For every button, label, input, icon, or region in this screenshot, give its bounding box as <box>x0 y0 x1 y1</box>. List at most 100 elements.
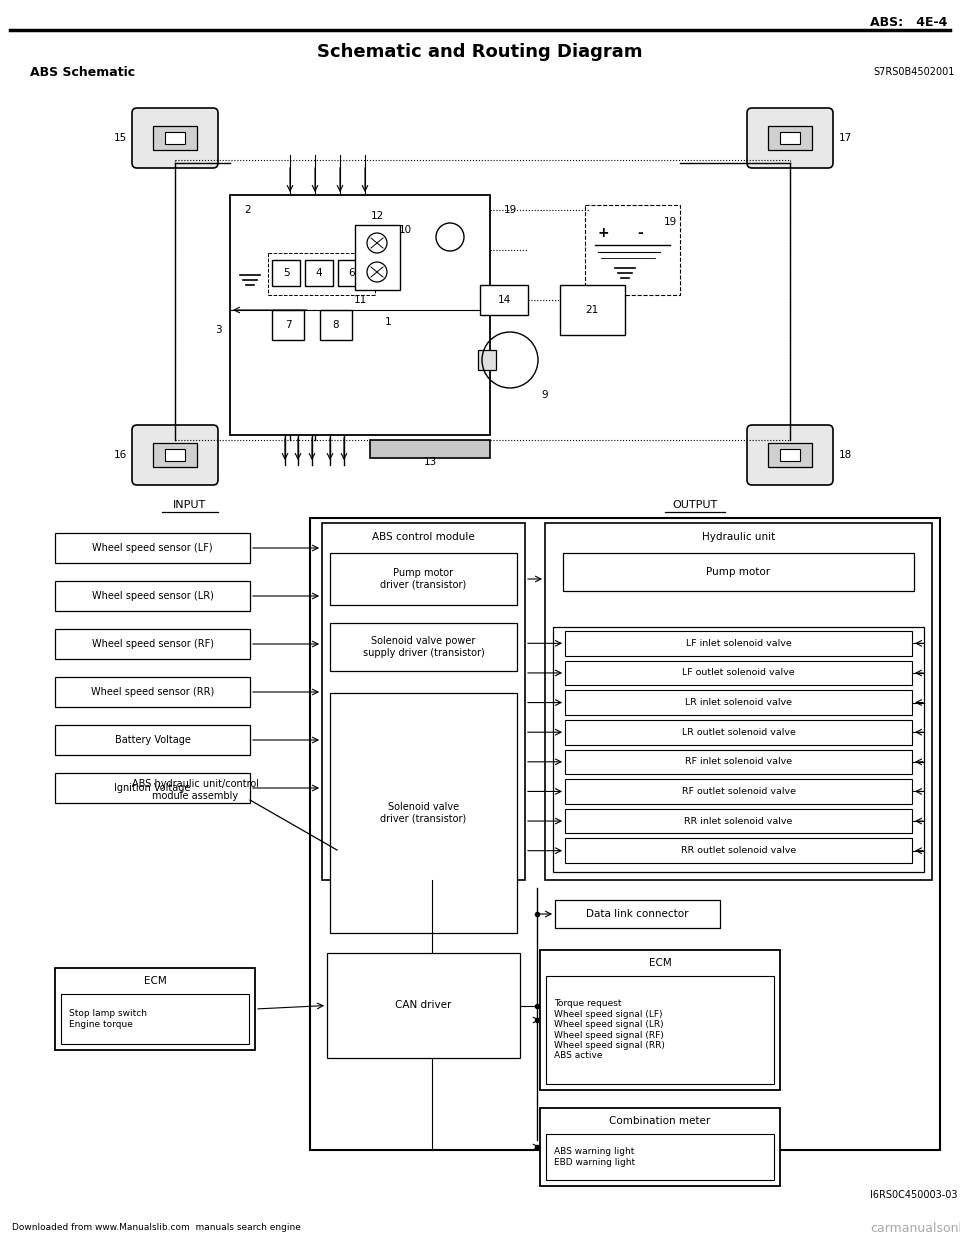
Text: Pump motor: Pump motor <box>707 568 771 578</box>
Text: Data link connector: Data link connector <box>587 909 688 919</box>
Text: Wheel speed sensor (LR): Wheel speed sensor (LR) <box>91 591 213 601</box>
Bar <box>370 440 490 458</box>
Bar <box>165 132 185 144</box>
Bar <box>540 1108 780 1186</box>
Text: Solenoid valve power
supply driver (transistor): Solenoid valve power supply driver (tran… <box>363 636 485 658</box>
Text: LR inlet solenoid valve: LR inlet solenoid valve <box>685 698 792 707</box>
Bar <box>780 132 800 144</box>
Bar <box>153 443 197 467</box>
Text: 1: 1 <box>385 317 392 327</box>
Text: 7: 7 <box>285 320 291 330</box>
Text: Pump motor
driver (transistor): Pump motor driver (transistor) <box>380 568 467 590</box>
Text: Battery Voltage: Battery Voltage <box>114 735 190 745</box>
Text: LF inlet solenoid valve: LF inlet solenoid valve <box>685 638 791 648</box>
Bar <box>585 205 680 296</box>
Text: ABS control module: ABS control module <box>372 532 475 542</box>
Text: CAN driver: CAN driver <box>396 1001 452 1011</box>
Bar <box>560 284 625 335</box>
Bar <box>563 553 914 591</box>
Bar <box>546 1134 774 1180</box>
Bar <box>55 773 250 804</box>
Bar <box>305 260 333 286</box>
Text: 15: 15 <box>113 133 127 143</box>
Bar <box>55 677 250 707</box>
FancyBboxPatch shape <box>747 425 833 484</box>
Bar <box>338 260 366 286</box>
Bar <box>327 953 520 1058</box>
Bar <box>478 350 496 370</box>
Bar <box>768 125 812 150</box>
Text: 13: 13 <box>423 457 437 467</box>
Text: 16: 16 <box>113 450 127 460</box>
Text: Schematic and Routing Diagram: Schematic and Routing Diagram <box>317 43 643 61</box>
Bar <box>61 994 249 1045</box>
Bar <box>272 310 304 340</box>
Bar <box>480 284 528 315</box>
Bar <box>555 900 720 928</box>
Bar <box>153 125 197 150</box>
Text: S7RS0B4502001: S7RS0B4502001 <box>874 67 955 77</box>
Text: Stop lamp switch
Engine torque: Stop lamp switch Engine torque <box>69 1010 147 1028</box>
Text: -: - <box>637 226 643 240</box>
Bar <box>565 631 912 656</box>
Text: Wheel speed sensor (RR): Wheel speed sensor (RR) <box>91 687 214 697</box>
Bar <box>322 523 525 881</box>
Text: Wheel speed sensor (RF): Wheel speed sensor (RF) <box>91 638 213 650</box>
Text: 2: 2 <box>245 205 252 215</box>
Bar <box>768 443 812 467</box>
Bar <box>565 779 912 804</box>
Bar <box>230 195 490 435</box>
Bar <box>545 523 932 881</box>
Text: Hydraulic unit: Hydraulic unit <box>702 532 775 542</box>
Bar <box>55 628 250 660</box>
Text: LF outlet solenoid valve: LF outlet solenoid valve <box>683 668 795 677</box>
Bar <box>355 225 400 289</box>
Bar <box>540 950 780 1090</box>
Bar <box>320 310 352 340</box>
Text: 19: 19 <box>503 205 516 215</box>
Text: ABS:   4E-4: ABS: 4E-4 <box>870 15 948 29</box>
Text: INPUT: INPUT <box>174 501 206 510</box>
Text: RF inlet solenoid valve: RF inlet solenoid valve <box>684 758 792 766</box>
Text: RR inlet solenoid valve: RR inlet solenoid valve <box>684 816 793 826</box>
Text: carmanualsonline.info: carmanualsonline.info <box>870 1221 960 1235</box>
Text: RR outlet solenoid valve: RR outlet solenoid valve <box>681 846 796 856</box>
Text: LR outlet solenoid valve: LR outlet solenoid valve <box>682 728 796 737</box>
Bar <box>546 976 774 1084</box>
Bar <box>565 809 912 833</box>
Bar <box>330 553 517 605</box>
FancyBboxPatch shape <box>747 108 833 168</box>
Text: 17: 17 <box>838 133 852 143</box>
Bar <box>780 450 800 461</box>
Text: RF outlet solenoid valve: RF outlet solenoid valve <box>682 787 796 796</box>
Bar <box>272 260 300 286</box>
Text: 10: 10 <box>398 225 412 235</box>
Text: ECM: ECM <box>144 976 166 986</box>
Text: Combination meter: Combination meter <box>610 1117 710 1126</box>
Text: ABS Schematic: ABS Schematic <box>30 66 135 78</box>
Bar <box>55 725 250 755</box>
Bar <box>565 838 912 863</box>
Text: 19: 19 <box>663 217 677 227</box>
Bar <box>565 661 912 686</box>
Bar <box>55 581 250 611</box>
Text: 21: 21 <box>586 306 599 315</box>
Bar <box>565 691 912 715</box>
Bar <box>310 518 940 1150</box>
Text: 3: 3 <box>215 325 222 335</box>
Text: 18: 18 <box>838 450 852 460</box>
Bar <box>565 749 912 774</box>
Text: ABS warning light
EBD warning light: ABS warning light EBD warning light <box>554 1148 636 1166</box>
Text: Ignition Voltage: Ignition Voltage <box>114 782 191 792</box>
Text: Downloaded from www.Manualslib.com  manuals search engine: Downloaded from www.Manualslib.com manua… <box>12 1223 300 1232</box>
Text: 12: 12 <box>371 211 384 221</box>
Text: Wheel speed sensor (LF): Wheel speed sensor (LF) <box>92 543 213 553</box>
Bar <box>565 720 912 744</box>
Bar <box>330 623 517 671</box>
Text: I6RS0C450003-03: I6RS0C450003-03 <box>870 1190 957 1200</box>
Text: 8: 8 <box>333 320 339 330</box>
FancyBboxPatch shape <box>132 108 218 168</box>
Text: OUTPUT: OUTPUT <box>672 501 718 510</box>
Text: 11: 11 <box>353 296 367 306</box>
Text: 5: 5 <box>282 268 289 278</box>
